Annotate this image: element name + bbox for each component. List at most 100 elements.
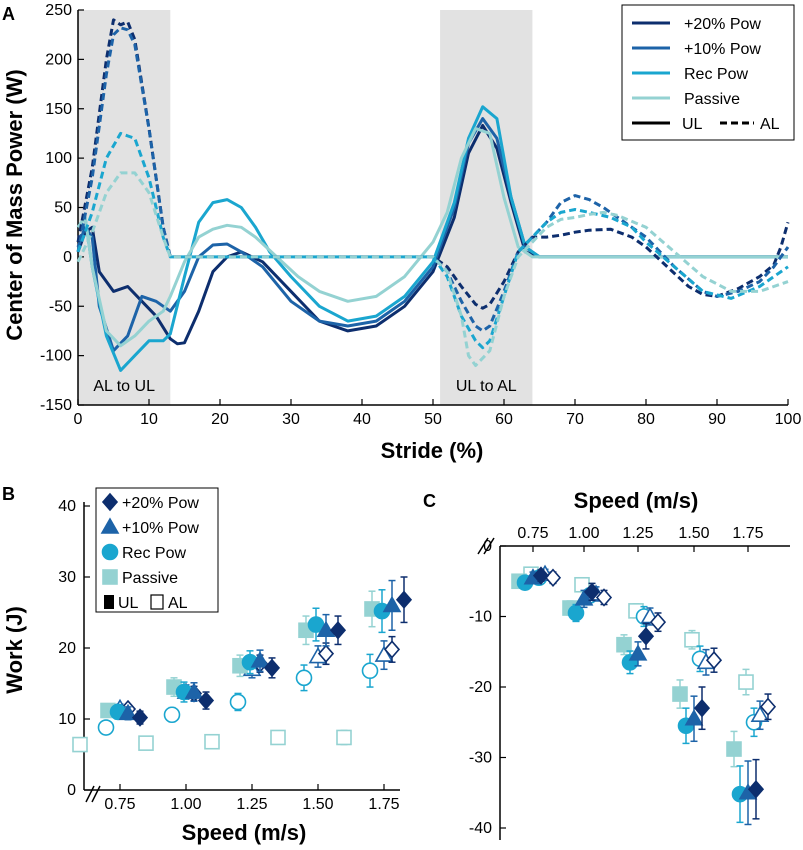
legend-label: +10% Pow: [122, 520, 199, 537]
x-tick-label: 1.00: [568, 525, 599, 542]
legend-label: +10% Pow: [684, 41, 761, 58]
y-tick-label: 0: [483, 538, 492, 555]
data-point-al: [163, 706, 181, 724]
series-line-al-6: [76, 131, 789, 350]
axis-break-mark: [477, 537, 489, 555]
data-point-al: [759, 697, 777, 716]
panel-b-chart: 0.75 1.00 1.25 1.50 1.75 0 10 20 30 40 +20% Pow +10…: [58, 487, 413, 813]
data-point-ul: [197, 691, 215, 710]
series-line-al-5: [76, 26, 790, 333]
y-tick-label: 40: [58, 498, 76, 515]
data-point-ul: [184, 682, 204, 699]
legend-label-al: AL: [168, 595, 188, 612]
panel-b-xlabel: Speed (m/s): [182, 820, 307, 845]
x-tick-label: 90: [708, 411, 726, 428]
data-point-al: [649, 612, 667, 632]
y-tick-label: -30: [469, 750, 492, 767]
y-tick-label: -40: [469, 820, 492, 837]
data-point-al: [229, 693, 247, 711]
y-tick-label: -50: [49, 298, 72, 315]
panel-b-ylabel: Work (J): [2, 606, 27, 694]
data-point-ul: [637, 627, 655, 646]
data-point-ul: [684, 709, 704, 726]
x-tick-label: 1.00: [170, 796, 201, 813]
data-point-ul: [131, 708, 149, 727]
x-tick-label: 10: [140, 411, 158, 428]
data-point-ul: [395, 590, 413, 609]
y-tick-label: -10: [469, 609, 492, 626]
y-tick-label: 20: [58, 640, 76, 657]
data-point-ul: [726, 741, 742, 757]
x-tick-label: 0.75: [517, 525, 548, 542]
shaded-region-label-0: AL to UL: [93, 378, 155, 395]
x-tick-label: 50: [424, 411, 442, 428]
data-point-al: [138, 735, 154, 751]
y-tick-label: 250: [45, 2, 72, 19]
panel-a-chart: AL to UL UL to AL 0 10 20 30 40 50 60 70 80 90 100 -1…: [40, 2, 801, 428]
series-line-ul-2: [76, 105, 788, 372]
data-point-ul: [583, 582, 601, 602]
legend-label: Passive: [122, 570, 178, 587]
x-tick-label: 1.75: [368, 796, 399, 813]
data-point-al: [317, 644, 335, 663]
data-point-al: [738, 674, 754, 690]
legend-marker: [101, 492, 119, 512]
data-point-al: [361, 662, 379, 680]
data-point-al: [336, 729, 352, 746]
legend-marker-ul: [104, 595, 114, 609]
legend-label: Passive: [684, 91, 740, 108]
panel-a-xlabel: Stride (%): [381, 438, 484, 463]
panel-c-chart: 0.75 1.00 1.25 1.50 1.75 -40 -30 -20 -10 0: [469, 525, 790, 840]
data-point-al: [270, 729, 286, 746]
y-tick-label: 200: [45, 51, 72, 68]
x-tick-label: 1.25: [622, 525, 653, 542]
y-tick-label: 50: [54, 200, 72, 217]
x-tick-label: 30: [282, 411, 300, 428]
legend-label-ul: UL: [682, 116, 703, 133]
legend-label-ul: UL: [118, 595, 139, 612]
series-line-ul-0: [76, 124, 788, 346]
legend-label-al: AL: [760, 116, 780, 133]
x-tick-label: 0.75: [104, 796, 135, 813]
data-point-al: [97, 719, 115, 736]
data-point-al: [684, 631, 700, 648]
x-tick-label: 80: [637, 411, 655, 428]
data-point-al: [705, 650, 723, 670]
series-line-al-7: [76, 171, 789, 367]
data-point-ul: [263, 658, 281, 678]
x-tick-label: 70: [566, 411, 584, 428]
panel-a-ylabel: Center of Mass Power (W): [2, 69, 27, 340]
axis-break-mark: [483, 537, 495, 555]
axis-break-mark: [85, 785, 95, 803]
series-line-al-4: [76, 18, 790, 310]
data-point-al: [574, 576, 590, 593]
y-tick-label: 30: [58, 569, 76, 586]
legend-label: +20% Pow: [122, 495, 199, 512]
y-tick-label: 150: [45, 101, 72, 118]
legend-label: +20% Pow: [684, 16, 761, 33]
x-tick-label: 1.25: [236, 796, 267, 813]
x-tick-label: 20: [211, 411, 229, 428]
legend-label: Rec Pow: [684, 66, 748, 83]
y-tick-label: -150: [40, 397, 72, 414]
panel-b-letter: B: [2, 484, 15, 504]
y-tick-label: 10: [58, 711, 76, 728]
data-point-ul: [747, 780, 765, 799]
data-point-al: [72, 736, 88, 753]
data-point-ul: [693, 698, 711, 718]
panel-c-letter: C: [423, 491, 436, 511]
data-point-ul: [532, 566, 550, 585]
x-tick-label: 1.75: [732, 525, 763, 542]
data-point-ul: [307, 616, 325, 633]
y-tick-label: -20: [469, 679, 492, 696]
data-point-ul: [672, 686, 688, 702]
data-point-al: [383, 640, 401, 659]
data-point-ul: [628, 644, 648, 661]
data-point-ul: [574, 589, 594, 606]
data-point-ul: [118, 703, 138, 721]
y-tick-label: 0: [67, 782, 76, 799]
legend-marker: [102, 569, 118, 585]
x-tick-label: 60: [495, 411, 513, 428]
data-point-ul: [250, 651, 270, 668]
data-point-al: [295, 669, 313, 687]
